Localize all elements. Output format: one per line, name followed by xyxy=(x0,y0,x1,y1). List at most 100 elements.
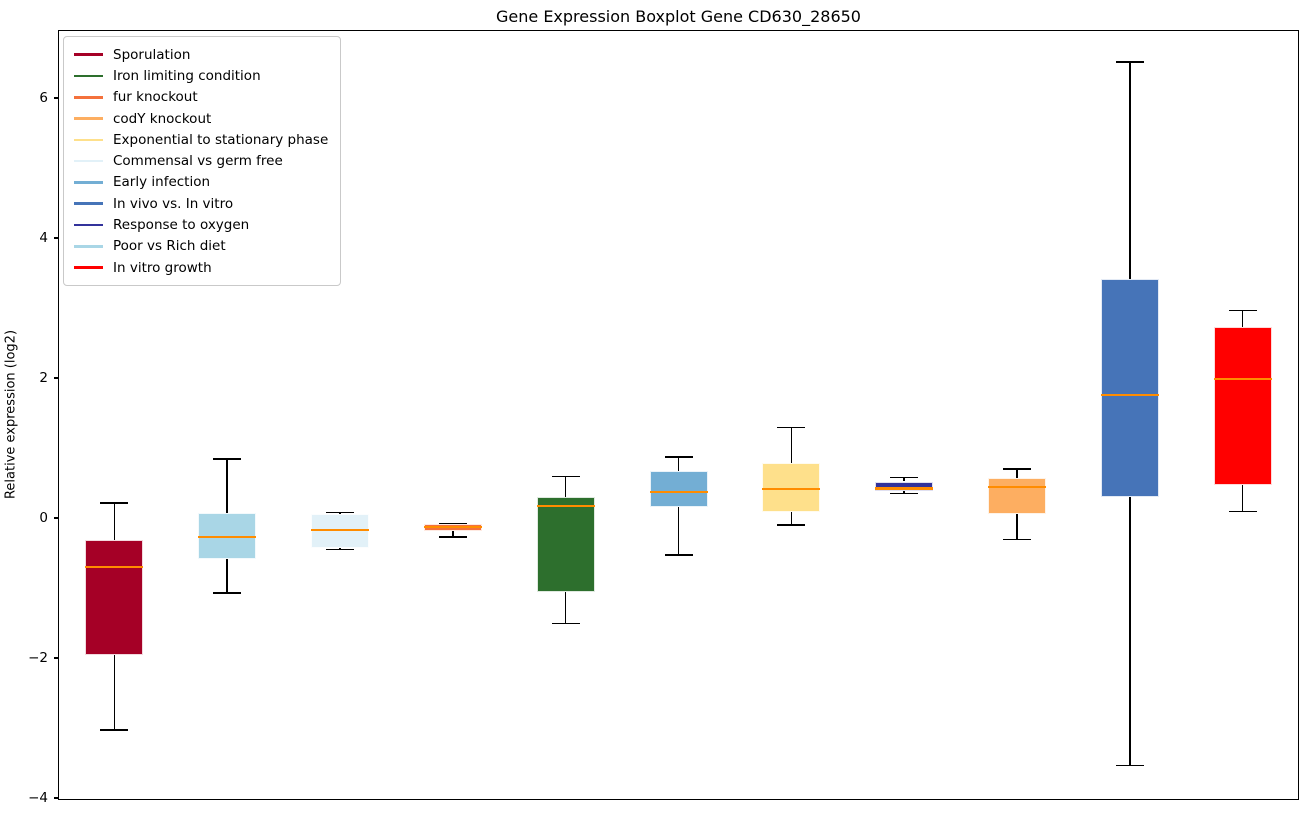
lower-whisker xyxy=(1241,485,1244,512)
lower-whisker-cap xyxy=(551,622,580,625)
y-tick-label: 6 xyxy=(39,89,48,106)
median-line xyxy=(536,504,595,508)
legend-item: Iron limiting condition xyxy=(74,65,328,86)
upper-whisker-cap xyxy=(664,456,693,458)
iqr-box xyxy=(762,462,821,513)
legend-label: Commensal vs germ free xyxy=(113,153,283,170)
iqr-box xyxy=(1100,279,1159,497)
median-line xyxy=(649,490,708,494)
lower-whisker xyxy=(1129,496,1131,766)
legend-item: Exponential to stationary phase xyxy=(74,129,328,150)
lower-whisker-cap xyxy=(213,592,242,594)
legend-color-line xyxy=(74,74,103,78)
chart-title: Gene Expression Boxplot Gene CD630_28650 xyxy=(496,7,861,26)
iqr-box xyxy=(649,471,708,507)
median-line xyxy=(987,486,1046,489)
upper-whisker xyxy=(564,476,567,497)
lower-whisker xyxy=(226,559,228,593)
y-tick-label: 2 xyxy=(39,369,48,386)
median-line xyxy=(1213,377,1272,380)
median-line xyxy=(85,565,144,568)
y-tick-mark xyxy=(54,797,58,799)
legend-label: In vivo vs. In vitro xyxy=(113,195,234,212)
upper-whisker xyxy=(1016,468,1018,478)
lower-whisker-cap xyxy=(1002,538,1031,541)
iqr-box xyxy=(875,481,934,492)
y-tick-mark xyxy=(54,377,58,379)
median-line xyxy=(311,528,370,531)
lower-whisker-cap xyxy=(777,524,806,526)
legend-label: Poor vs Rich diet xyxy=(113,238,226,255)
median-line xyxy=(198,535,257,538)
upper-whisker-cap xyxy=(1228,309,1257,312)
legend-item: In vivo vs. In vitro xyxy=(74,193,328,214)
upper-whisker-cap xyxy=(890,476,919,479)
upper-whisker xyxy=(113,503,116,540)
legend-item: Sporulation xyxy=(74,44,328,65)
upper-whisker xyxy=(903,477,905,482)
y-tick-label: 0 xyxy=(39,509,48,526)
upper-whisker-cap xyxy=(100,502,129,504)
legend-item: Early infection xyxy=(74,172,328,193)
legend-label: Exponential to stationary phase xyxy=(113,131,329,148)
y-tick-label: 4 xyxy=(39,229,48,246)
legend-color-line xyxy=(74,53,103,56)
upper-whisker-cap xyxy=(777,426,806,429)
legend-color-line xyxy=(74,202,103,206)
y-axis-label: Relative expression (log2) xyxy=(3,329,19,500)
median-line xyxy=(762,488,821,491)
lower-whisker xyxy=(452,531,454,537)
median-line xyxy=(423,525,482,529)
legend-color-line xyxy=(74,266,103,269)
legend-item: codY knockout xyxy=(74,108,328,129)
lower-whisker xyxy=(790,512,793,525)
y-tick-mark xyxy=(54,237,58,239)
legend-label: Response to oxygen xyxy=(113,217,250,234)
upper-whisker-cap xyxy=(551,475,580,478)
lower-whisker xyxy=(564,592,567,624)
y-tick-label: −2 xyxy=(28,649,48,666)
legend-color-line xyxy=(74,223,103,227)
lower-whisker-cap xyxy=(890,492,919,495)
legend-item: Response to oxygen xyxy=(74,214,328,235)
lower-whisker-cap xyxy=(438,536,467,538)
upper-whisker-cap xyxy=(1002,468,1031,470)
legend-color-line xyxy=(74,117,103,120)
legend-label: codY knockout xyxy=(113,110,212,127)
y-tick-mark xyxy=(54,657,58,659)
legend-label: Early infection xyxy=(113,174,211,191)
lower-whisker-cap xyxy=(1228,510,1257,513)
iqr-box xyxy=(85,539,144,656)
iqr-box xyxy=(536,496,595,593)
iqr-box xyxy=(1213,326,1272,485)
median-line xyxy=(875,487,934,490)
lower-whisker xyxy=(1016,513,1018,540)
upper-whisker xyxy=(790,427,793,463)
lower-whisker xyxy=(677,506,680,555)
legend-item: Commensal vs germ free xyxy=(74,150,328,171)
legend-item: fur knockout xyxy=(74,87,328,108)
legend: Sporulation Iron limiting condition fur kn… xyxy=(63,36,342,287)
lower-whisker xyxy=(113,655,116,730)
y-tick-mark xyxy=(54,97,58,99)
upper-whisker-cap xyxy=(1115,61,1144,63)
upper-whisker-cap xyxy=(213,458,242,460)
upper-whisker xyxy=(677,457,680,471)
lower-whisker-cap xyxy=(100,729,129,731)
lower-whisker-cap xyxy=(664,554,693,556)
lower-whisker xyxy=(903,491,905,494)
legend-color-line xyxy=(74,181,103,184)
legend-label: fur knockout xyxy=(113,89,198,106)
iqr-box xyxy=(987,478,1046,514)
legend-color-line xyxy=(74,138,103,142)
legend-color-line xyxy=(74,95,103,99)
y-tick-label: −4 xyxy=(28,789,48,806)
legend-color-line xyxy=(74,245,103,248)
legend-label: Sporulation xyxy=(113,46,191,63)
lower-whisker-cap xyxy=(326,548,355,551)
median-line xyxy=(1100,393,1159,396)
upper-whisker xyxy=(226,459,228,513)
upper-whisker xyxy=(1241,310,1244,327)
legend-item: Poor vs Rich diet xyxy=(74,236,328,257)
